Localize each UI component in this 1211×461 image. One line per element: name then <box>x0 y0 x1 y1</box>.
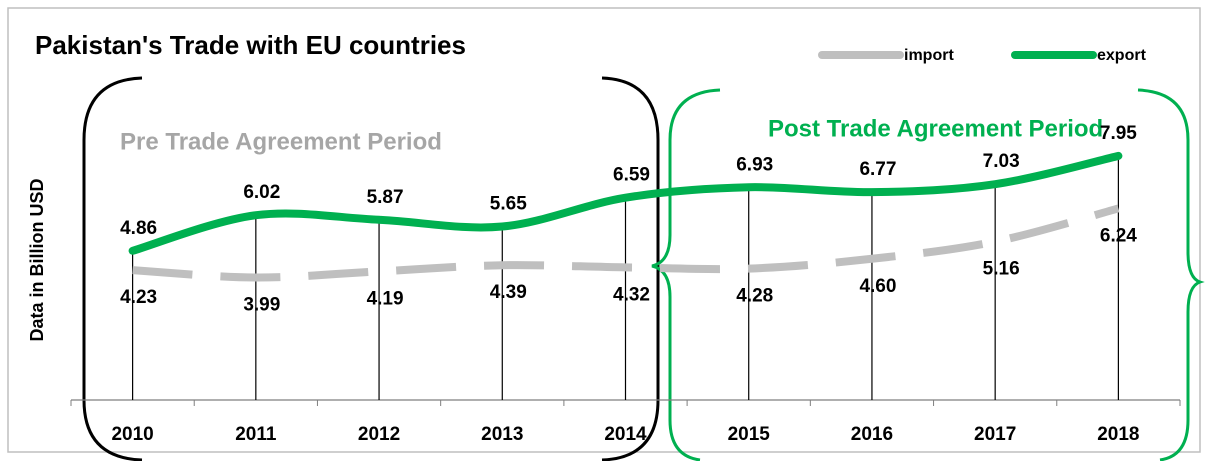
legend-label: import <box>904 47 954 64</box>
x-tick-label: 2011 <box>235 424 277 445</box>
x-tick-label: 2013 <box>481 424 523 445</box>
data-label: 4.23 <box>120 287 157 308</box>
annotation: Post Trade Agreement Period <box>768 115 1103 142</box>
line-series <box>128 151 1123 255</box>
data-label: 4.32 <box>613 284 650 305</box>
data-label: 4.60 <box>859 276 896 297</box>
x-tick-label: 2012 <box>358 424 400 445</box>
x-tick-label: 2017 <box>974 424 1016 445</box>
data-label: 6.93 <box>736 154 773 175</box>
x-tick-label: 2018 <box>1097 424 1139 445</box>
chart-title: Pakistan's Trade with EU countries <box>35 30 466 60</box>
data-label: 7.03 <box>983 151 1020 172</box>
x-tick-label: 2014 <box>604 424 647 445</box>
x-tick-label: 2015 <box>728 424 771 445</box>
data-label: 4.19 <box>367 288 404 309</box>
data-label: 5.16 <box>983 259 1020 280</box>
data-label: 7.95 <box>1100 123 1137 144</box>
line-series <box>132 204 1120 282</box>
legend-label: export <box>1097 47 1147 64</box>
data-label: 5.87 <box>367 187 404 208</box>
data-label: 6.24 <box>1100 225 1137 246</box>
x-tick-label: 2010 <box>111 424 153 445</box>
data-label: 3.99 <box>243 295 280 316</box>
data-label: 6.02 <box>243 182 280 203</box>
brace-left <box>651 88 721 461</box>
brace-right <box>1137 88 1205 461</box>
y-axis-label: Data in Billion USD <box>27 178 47 341</box>
data-label: 5.65 <box>490 194 527 215</box>
data-label: 6.59 <box>613 165 650 186</box>
bracket-left <box>82 76 143 461</box>
annotation: Pre Trade Agreement Period <box>120 128 442 155</box>
x-tick-label: 2016 <box>851 424 893 445</box>
data-label: 4.39 <box>490 282 527 303</box>
data-label: 6.77 <box>859 159 896 180</box>
data-label: 4.28 <box>736 286 773 307</box>
data-label: 4.86 <box>120 218 157 239</box>
